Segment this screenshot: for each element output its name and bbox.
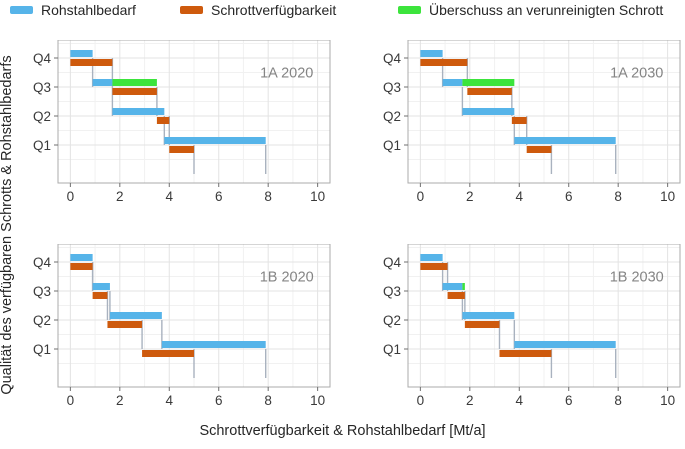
- svg-text:Q2: Q2: [33, 313, 51, 328]
- blue-line-swatch-icon: [10, 6, 33, 14]
- svg-text:4: 4: [516, 393, 524, 408]
- panel-1b-2030: 0 2 4 6 8 10 Q1 Q2 Q3 Q4 1B 2030: [364, 243, 684, 414]
- legend-item-rohstahlbedarf: Rohstahlbedarf: [10, 2, 136, 18]
- svg-text:1B 2020: 1B 2020: [260, 270, 314, 286]
- svg-text:Q2: Q2: [383, 109, 401, 124]
- svg-text:6: 6: [215, 189, 223, 204]
- svg-text:Q3: Q3: [383, 80, 401, 95]
- svg-text:Q1: Q1: [33, 342, 51, 357]
- svg-text:8: 8: [264, 189, 272, 204]
- svg-text:2: 2: [466, 189, 474, 204]
- svg-text:10: 10: [660, 189, 675, 204]
- svg-text:Q1: Q1: [383, 342, 401, 357]
- x-axis-title: Schrottverfügbarkeit & Rohstahlbedarf [M…: [199, 423, 486, 439]
- svg-text:Q3: Q3: [33, 80, 51, 95]
- green-line-swatch-icon: [398, 6, 421, 14]
- legend-label: Überschuss an verunreinigten Schrott: [429, 2, 664, 18]
- svg-text:2: 2: [466, 393, 474, 408]
- legend-label: Schrottverfügbarkeit: [211, 2, 337, 18]
- svg-text:Q3: Q3: [33, 284, 51, 299]
- svg-text:4: 4: [166, 189, 174, 204]
- svg-text:0: 0: [417, 393, 425, 408]
- panel-1a-2030: 0 2 4 6 8 10 Q1 Q2 Q3 Q4 1A 2030: [364, 39, 684, 210]
- y-axis-title: Qualität des verfügbaren Schrotts & Rohs…: [0, 55, 15, 395]
- svg-text:2: 2: [116, 189, 124, 204]
- svg-text:6: 6: [215, 393, 223, 408]
- svg-text:10: 10: [310, 393, 325, 408]
- legend: Rohstahlbedarf Schrottverfügbarkeit Über…: [0, 0, 685, 22]
- orange-line-swatch-icon: [180, 6, 203, 14]
- svg-text:0: 0: [67, 393, 75, 408]
- svg-text:1B 2030: 1B 2030: [610, 270, 664, 286]
- svg-text:Q2: Q2: [383, 313, 401, 328]
- svg-text:2: 2: [116, 393, 124, 408]
- svg-text:1A 2030: 1A 2030: [610, 66, 663, 82]
- svg-text:8: 8: [614, 189, 622, 204]
- panel-1a-2020: 0 2 4 6 8 10 Q1 Q2 Q3 Q4 1A 2020: [14, 39, 334, 210]
- svg-text:Q2: Q2: [33, 109, 51, 124]
- panel-1b-2020: 0 2 4 6 8 10 Q1 Q2 Q3 Q4 1B 2020: [14, 243, 334, 414]
- legend-label: Rohstahlbedarf: [41, 2, 136, 18]
- svg-text:4: 4: [166, 393, 174, 408]
- svg-text:0: 0: [67, 189, 75, 204]
- svg-text:Q1: Q1: [33, 138, 51, 153]
- svg-text:8: 8: [264, 393, 272, 408]
- svg-text:10: 10: [660, 393, 675, 408]
- legend-item-schrottverfuegbarkeit: Schrottverfügbarkeit: [180, 2, 336, 18]
- svg-text:1A 2020: 1A 2020: [260, 66, 313, 82]
- svg-text:Q3: Q3: [383, 284, 401, 299]
- svg-text:6: 6: [565, 393, 573, 408]
- svg-text:Q1: Q1: [383, 138, 401, 153]
- svg-text:8: 8: [614, 393, 622, 408]
- svg-text:6: 6: [565, 189, 573, 204]
- legend-item-ueberschuss: Überschuss an verunreinigten Schrott: [398, 2, 663, 18]
- svg-text:10: 10: [310, 189, 325, 204]
- svg-text:Q4: Q4: [33, 255, 52, 270]
- svg-text:4: 4: [516, 189, 524, 204]
- svg-text:0: 0: [417, 189, 425, 204]
- svg-text:Q4: Q4: [33, 51, 52, 66]
- svg-text:Q4: Q4: [383, 255, 402, 270]
- svg-text:Q4: Q4: [383, 51, 402, 66]
